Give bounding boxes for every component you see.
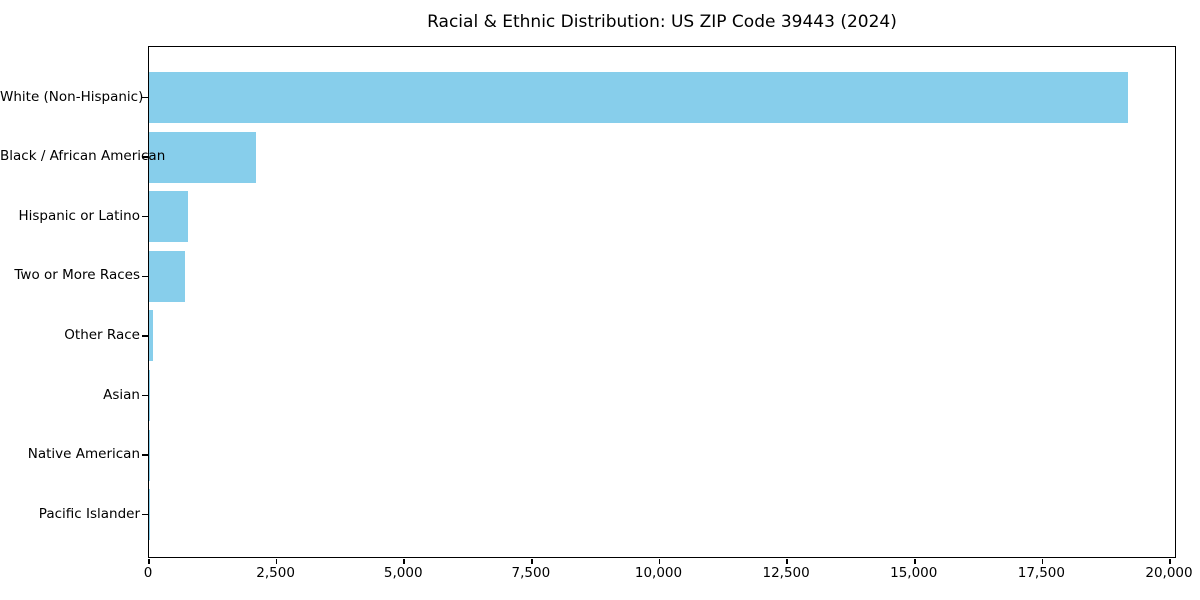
bar-white-non-hispanic	[149, 72, 1128, 123]
bar-two-or-more-races	[149, 250, 185, 302]
y-tick-label-two-or-more-races: Two or More Races	[14, 267, 140, 284]
x-tick-label-2500: 2,500	[256, 565, 295, 581]
x-tick-mark	[275, 558, 278, 564]
x-tick-label-20000: 20,000	[1145, 565, 1193, 581]
x-tick-label-17500: 17,500	[1017, 565, 1065, 581]
x-tick-label-15000: 15,000	[890, 565, 938, 581]
y-tick-mark	[142, 335, 148, 337]
x-tick-label-0: 0	[143, 565, 153, 581]
x-tick-mark	[403, 558, 406, 564]
y-tick-mark	[142, 215, 148, 218]
x-tick-label-5000: 5,000	[383, 565, 423, 581]
y-tick-mark	[142, 513, 148, 516]
y-tick-label-other-race: Other Race	[64, 326, 140, 343]
y-tick-mark	[142, 394, 148, 397]
chart-title: Racial & Ethnic Distribution: US ZIP Cod…	[427, 12, 897, 32]
x-tick-mark	[913, 558, 916, 564]
y-tick-mark	[142, 96, 148, 99]
y-tick-label-black-african-american: Black / African American	[0, 148, 166, 165]
y-tick-mark	[142, 156, 148, 158]
y-tick-label-hispanic-or-latino: Hispanic or Latino	[18, 207, 140, 224]
x-tick-label-10000: 10,000	[634, 565, 683, 581]
x-tick-label-7500: 7,500	[511, 565, 551, 581]
y-tick-mark	[142, 275, 148, 278]
x-tick-mark	[786, 558, 788, 564]
y-tick-label-white-non-hispanic: White (Non-Hispanic)	[0, 88, 144, 105]
x-tick-mark	[1169, 558, 1171, 564]
bar-asian	[149, 370, 151, 421]
x-tick-mark	[531, 558, 533, 564]
x-tick-mark	[1041, 558, 1044, 564]
bar-black-african-american	[149, 131, 256, 183]
x-tick-mark	[658, 558, 661, 564]
y-tick-label-pacific-islander: Pacific Islander	[38, 505, 140, 522]
y-tick-mark	[142, 454, 148, 456]
bar-other-race	[149, 310, 153, 362]
plot-area	[142, 46, 1176, 564]
bar-hispanic-or-latino	[149, 191, 189, 243]
x-tick-mark	[148, 558, 150, 564]
x-tick-label-12500: 12,500	[762, 565, 810, 581]
y-tick-label-native-american: Native American	[27, 446, 140, 463]
bar-native-american	[149, 429, 150, 481]
y-tick-label-asian: Asian	[103, 386, 140, 403]
